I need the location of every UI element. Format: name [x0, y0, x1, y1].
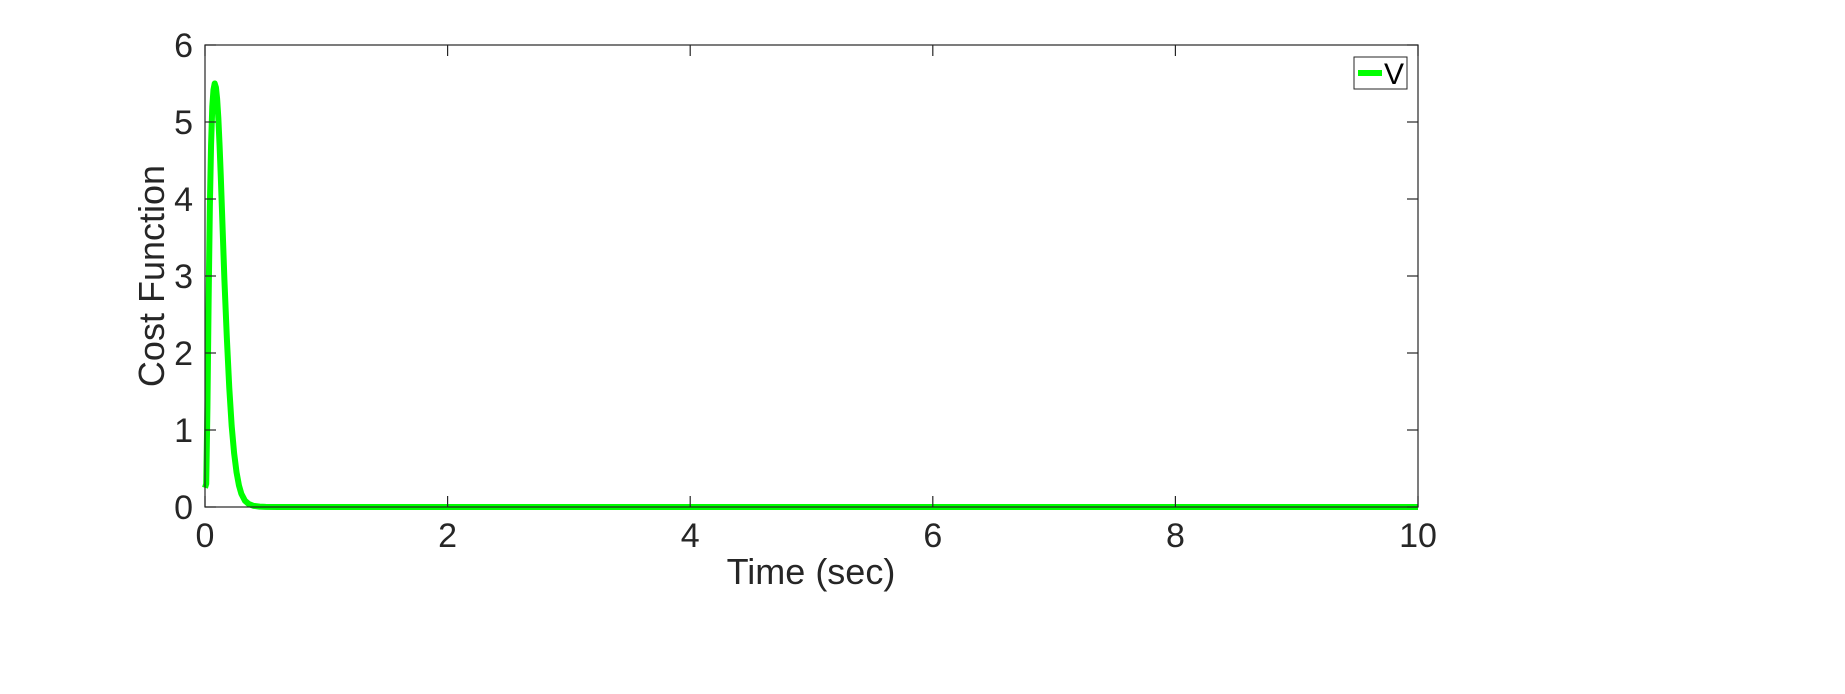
y-tick-label: 1: [174, 412, 193, 450]
x-tick-label: 10: [1399, 517, 1437, 555]
legend-label-V: V: [1384, 58, 1404, 91]
x-axis-title: Time (sec): [727, 551, 896, 592]
plot-area: [205, 45, 1418, 507]
y-tick-label: 4: [174, 181, 193, 219]
x-tick-label: 8: [1166, 517, 1185, 555]
legend: V: [1353, 56, 1408, 91]
y-tick-label: 5: [174, 104, 193, 142]
x-tick-label: 6: [923, 517, 942, 555]
x-tick-label: 2: [438, 517, 457, 555]
y-tick-label: 2: [174, 335, 193, 373]
y-tick-label: 0: [174, 489, 193, 527]
ticks-layer: 0 2 4 6 8 10 0 1 2 3 4 5 6: [174, 27, 1437, 555]
y-tick-label: 3: [174, 258, 193, 296]
y-tick-label: 6: [174, 27, 193, 65]
x-tick-label: 4: [681, 517, 700, 555]
y-axis-title: Cost Function: [131, 165, 172, 387]
x-tick-label: 0: [196, 517, 215, 555]
